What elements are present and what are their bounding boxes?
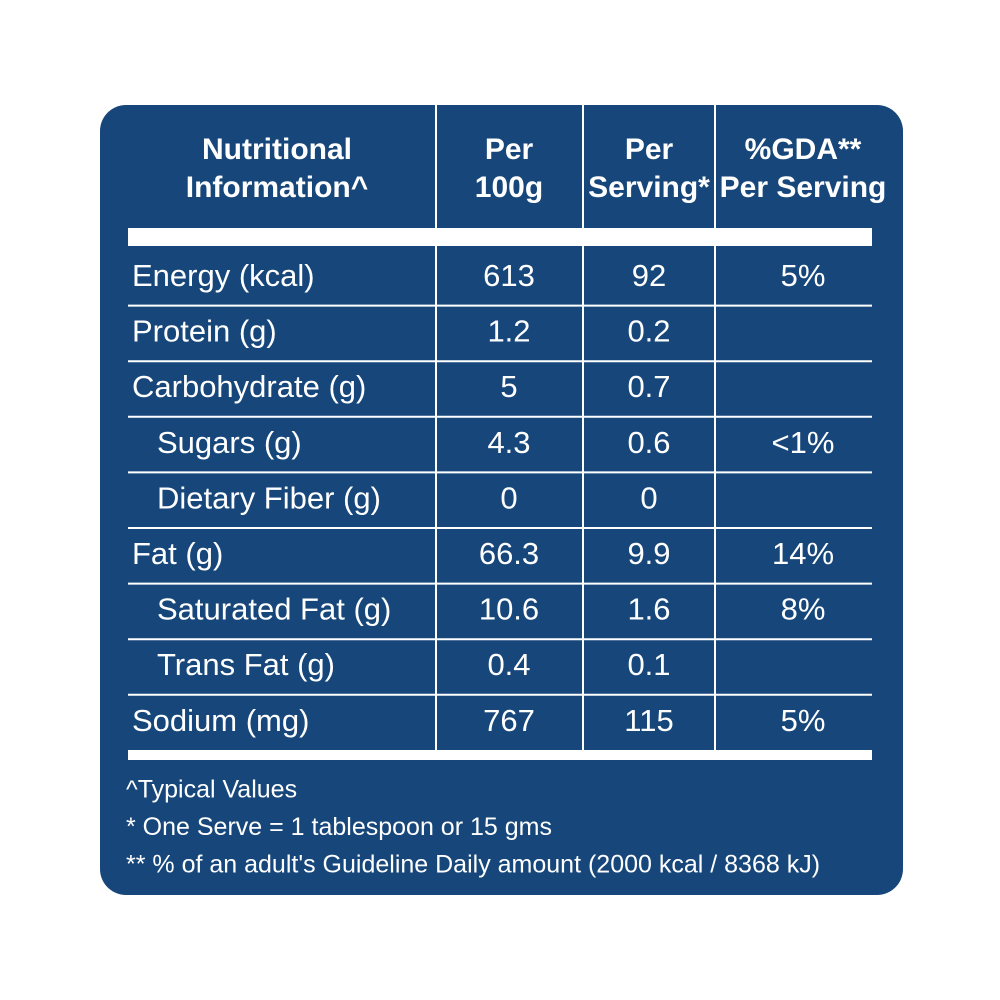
- row-label: Dietary Fiber (g): [157, 480, 381, 515]
- header-cell: Per: [625, 133, 674, 166]
- row-value: 0.7: [627, 369, 670, 404]
- footnote: ** % of an adult's Guideline Daily amoun…: [126, 851, 820, 879]
- row-label: Carbohydrate (g): [132, 369, 366, 404]
- header-cell: 100g: [475, 171, 543, 204]
- row-label: Energy (kcal): [132, 258, 315, 293]
- row-value: 767: [483, 703, 535, 738]
- row-value: 0: [500, 480, 517, 515]
- footnote: ^Typical Values: [126, 776, 297, 804]
- row-value: 5%: [781, 703, 826, 738]
- row-value: 115: [624, 703, 673, 738]
- row-label: Sodium (mg): [132, 703, 309, 738]
- row-value: 1.2: [487, 314, 530, 349]
- row-value: 14%: [772, 536, 834, 571]
- row-value: 92: [632, 258, 666, 293]
- row-label: Trans Fat (g): [157, 647, 335, 682]
- footer-bar: [128, 750, 872, 760]
- row-value: 4.3: [487, 425, 530, 460]
- row-value: 0.1: [627, 647, 670, 682]
- row-value: 10.6: [479, 592, 539, 627]
- panel-background: [100, 105, 903, 895]
- header-cell: Per Serving: [720, 171, 887, 204]
- header-cell: Information^: [186, 171, 369, 204]
- row-value: 9.9: [627, 536, 670, 571]
- header-cell: Serving*: [588, 171, 710, 204]
- row-label: Sugars (g): [157, 425, 302, 460]
- header-cell: %GDA**: [745, 133, 862, 166]
- row-value: 8%: [781, 592, 826, 627]
- header-cell: Nutritional: [202, 133, 352, 166]
- footnote: * One Serve = 1 tablespoon or 15 gms: [126, 813, 552, 841]
- row-value: 0: [640, 480, 657, 515]
- row-value: 66.3: [479, 536, 539, 571]
- row-label: Saturated Fat (g): [157, 592, 391, 627]
- row-value: 0.6: [627, 425, 670, 460]
- row-value: 0.4: [487, 647, 530, 682]
- row-value: 1.6: [627, 592, 670, 627]
- row-label: Fat (g): [132, 536, 223, 571]
- row-value: 5%: [781, 258, 826, 293]
- row-value: 0.2: [627, 314, 670, 349]
- row-value: 5: [500, 369, 517, 404]
- row-value: 613: [483, 258, 535, 293]
- header-bar: [128, 228, 872, 246]
- header-cell: Per: [485, 133, 534, 166]
- row-label: Protein (g): [132, 314, 277, 349]
- row-value: <1%: [772, 425, 835, 460]
